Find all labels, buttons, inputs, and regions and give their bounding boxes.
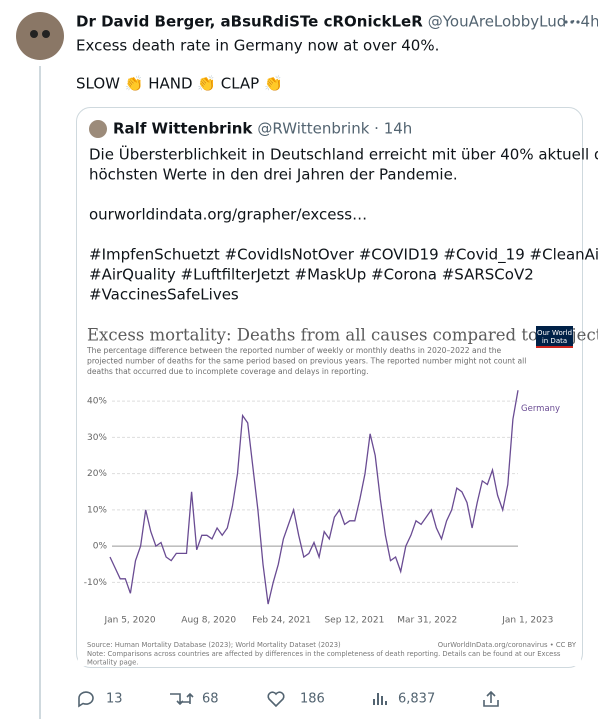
avatar-detail — [30, 30, 38, 38]
y-tick-label: 20% — [87, 469, 107, 479]
reply-count: 13 — [106, 692, 123, 707]
logo-text: Our World — [537, 329, 572, 337]
quote-text: #VaccinesSafeLives — [89, 286, 239, 304]
views-icon[interactable] — [373, 693, 387, 705]
y-tick-label: 30% — [87, 433, 107, 443]
quote-text: #AirQuality #LuftfilterJetzt #MaskUp #Co… — [89, 266, 534, 284]
x-tick-label: Feb 24, 2021 — [252, 616, 311, 626]
dot — [564, 20, 568, 24]
logo-text: in Data — [542, 337, 567, 345]
y-tick-label: 10% — [87, 505, 107, 515]
author-handle[interactable]: @YouAreLobbyLud · 4h — [428, 13, 598, 31]
x-tick-label: Jan 5, 2020 — [103, 616, 155, 626]
y-tick-label: -10% — [84, 578, 108, 588]
quote-author-name: Ralf Wittenbrink — [113, 120, 253, 138]
quote-text: höchsten Werte in den drei Jahren der Pa… — [89, 166, 458, 184]
series-label: Germany — [521, 404, 560, 414]
logo-bar — [536, 346, 573, 348]
x-tick-label: Mar 31, 2022 — [397, 616, 457, 626]
chart-title: Excess mortality: Deaths from all causes… — [87, 326, 598, 345]
y-tick-label: 40% — [87, 397, 107, 407]
y-tick-label: 0% — [93, 542, 108, 552]
quote-text: Die Übersterblichkeit in Deutschland err… — [89, 145, 598, 164]
chart-note: Mortality page. — [87, 659, 138, 667]
dot — [576, 20, 580, 24]
retweet-icon[interactable] — [170, 692, 194, 706]
quote-author-handle: @RWittenbrink · 14h — [257, 120, 412, 138]
series-line — [109, 390, 519, 605]
more-menu[interactable] — [564, 20, 580, 24]
avatar[interactable] — [16, 12, 64, 60]
like-icon[interactable] — [267, 691, 285, 708]
chart-source: Source: Human Mortality Database (2023);… — [87, 641, 341, 649]
tweet-text: SLOW 👏 HAND 👏 CLAP 👏 — [76, 75, 283, 93]
dot — [570, 20, 574, 24]
quote-avatar — [89, 120, 107, 138]
chart-source-right: OurWorldInData.org/coronavirus • CC BY — [438, 641, 577, 649]
chart-subtitle: projected number of deaths for the same … — [87, 357, 526, 366]
x-tick-label: Sep 12, 2021 — [324, 616, 384, 626]
chart-subtitle: deaths that occurred due to incomplete c… — [87, 367, 369, 376]
tweet-text: Excess death rate in Germany now at over… — [76, 37, 439, 55]
chart-subtitle: The percentage difference between the re… — [86, 346, 502, 355]
retweet-count: 68 — [202, 692, 219, 707]
reply-icon[interactable] — [78, 691, 94, 708]
actions: 13 68 186 6,837 — [78, 690, 499, 708]
share-icon[interactable] — [483, 690, 499, 707]
quote-text: ourworldindata.org/grapher/excess… — [89, 206, 367, 224]
avatar-detail — [42, 30, 50, 38]
like-count: 186 — [300, 692, 325, 707]
logo — [536, 326, 573, 348]
view-count: 6,837 — [398, 692, 435, 707]
author-name[interactable]: Dr David Berger, aBsuRdiSTe cROnickLeR — [76, 13, 423, 31]
quote-card[interactable] — [76, 107, 583, 668]
x-tick-label: Aug 8, 2020 — [181, 616, 236, 626]
chart-note: Note: Comparisons across countries are a… — [87, 650, 561, 658]
x-tick-label: Jan 1, 2023 — [501, 616, 553, 626]
quote-text: #ImpfenSchuetzt #CovidIsNotOver #COVID19… — [89, 246, 598, 265]
